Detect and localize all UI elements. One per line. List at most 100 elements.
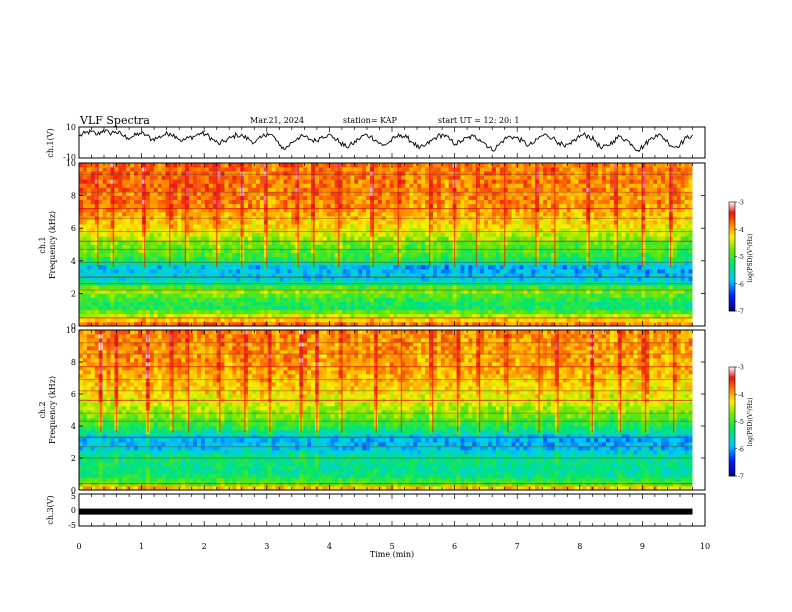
spectrogram-cell: [86, 277, 92, 282]
spectrogram-cell: [283, 317, 288, 323]
spectrogram-cell: [307, 281, 312, 286]
spectrogram-cell: [370, 264, 375, 270]
spectrogram-cell: [90, 264, 96, 270]
spectrogram-cell: [444, 236, 450, 241]
spectrogram-cell: [271, 215, 276, 221]
spectrogram-cell: [354, 305, 359, 311]
spectrogram-cell: [594, 285, 599, 290]
spectrogram-cell: [574, 260, 579, 266]
spectrogram-cell: [421, 293, 426, 298]
spectrogram-cell: [259, 215, 265, 221]
spectrogram-cell: [334, 289, 339, 294]
spectrogram-cell: [318, 199, 324, 205]
spectrogram-cell: [334, 195, 339, 201]
spectrogram-cell: [582, 268, 587, 274]
spectrogram-cell: [224, 321, 229, 327]
spectrogram-cell: [570, 195, 575, 201]
spectrogram-cell: [421, 211, 426, 217]
spectrogram-cell: [287, 224, 292, 229]
spectrogram-cell: [688, 297, 693, 302]
spectrogram-cell: [216, 268, 221, 274]
spectrogram-cell: [314, 281, 320, 286]
spectrogram-cell: [94, 252, 100, 258]
spectrogram-cell: [196, 236, 202, 241]
spectrogram-cell: [546, 252, 552, 258]
spectrogram-cell: [539, 268, 544, 274]
spectrogram-cell: [98, 317, 103, 323]
spectrogram-cell: [122, 195, 127, 201]
spectrogram-cell: [440, 195, 446, 201]
spectrogram-cell: [275, 207, 280, 213]
spectrogram-cell: [562, 313, 567, 319]
spectrogram-cell: [421, 220, 426, 225]
spectrogram-cell: [684, 297, 689, 302]
spectrogram-cell: [110, 228, 115, 233]
spectrogram-cell: [511, 281, 516, 286]
spectrogram-cell: [181, 203, 186, 209]
spectrogram-cell: [503, 232, 508, 237]
spectrogram-cell: [535, 224, 540, 229]
spectrogram-cell: [255, 220, 261, 225]
spectrogram-cell: [224, 289, 229, 294]
spectrogram-cell: [617, 203, 623, 209]
spectrogram-cell: [645, 313, 650, 319]
spectrogram-cell: [137, 268, 143, 274]
spectrogram-cell: [196, 301, 202, 306]
spectrogram-cell: [625, 220, 630, 225]
spectrogram-cell: [480, 236, 485, 241]
spectrogram-cell: [507, 281, 512, 286]
spectrogram-cell: [137, 317, 143, 323]
spectrogram-cell: [330, 281, 335, 286]
spectrogram-cell: [578, 256, 583, 262]
spectrogram-cell: [543, 248, 548, 253]
spectrogram-cell: [122, 264, 127, 270]
spectrogram-cell: [169, 293, 174, 298]
spectrogram-cell: [291, 289, 296, 294]
spectrogram-cell: [432, 289, 438, 294]
spectrogram-cell: [161, 301, 166, 306]
spectrogram-cell: [649, 207, 654, 213]
spectrogram-cell: [672, 268, 678, 274]
spectrogram-cell: [657, 232, 662, 237]
spectrogram-cell: [181, 277, 186, 282]
spectrogram-cell: [472, 305, 477, 311]
spectrogram-cell: [566, 273, 571, 278]
spectrogram-cell: [578, 228, 583, 233]
spectrogram-cell: [566, 252, 571, 258]
spectrogram-cell: [503, 313, 508, 319]
spectrogram-cell: [448, 277, 453, 282]
spectrogram-cell: [429, 301, 434, 306]
spectrogram-cell: [507, 211, 512, 217]
spectrogram-cell: [189, 313, 194, 319]
spectrogram-cell: [181, 281, 186, 286]
spectrogram-cell: [582, 297, 587, 302]
spectrogram-cell: [393, 256, 398, 262]
spectrogram-cell: [373, 211, 379, 217]
spectrogram-cell: [590, 240, 595, 245]
spectrogram-cell: [196, 285, 202, 290]
spectrogram-cell: [244, 264, 249, 270]
spectrogram-cell: [464, 268, 469, 274]
spectrogram-cell: [303, 248, 308, 253]
spectrogram-cell: [350, 203, 355, 209]
spectrogram-cell: [181, 195, 186, 201]
spectrogram-cell: [350, 228, 355, 233]
spectrogram-cell: [413, 248, 418, 253]
spectrogram-cell: [279, 244, 284, 249]
spectrogram-cell: [609, 232, 615, 237]
spectrogram-cell: [295, 248, 300, 253]
spectrogram-cell: [480, 220, 485, 225]
spectrogram-cell: [436, 195, 442, 201]
spectrogram-cell: [515, 313, 520, 319]
spectrogram-cell: [114, 248, 119, 253]
spectrogram-cell: [543, 256, 548, 262]
spectrogram-cell: [401, 236, 406, 241]
spectrogram-cell: [212, 309, 217, 315]
spectrogram-cell: [523, 273, 528, 278]
spectrogram-cell: [181, 317, 186, 323]
spectrogram-cell: [259, 317, 265, 323]
spectrogram-cell: [200, 297, 206, 302]
spectrogram-cell: [130, 207, 135, 213]
spectrogram-cell: [381, 228, 387, 233]
spectrogram-cell: [153, 256, 158, 262]
